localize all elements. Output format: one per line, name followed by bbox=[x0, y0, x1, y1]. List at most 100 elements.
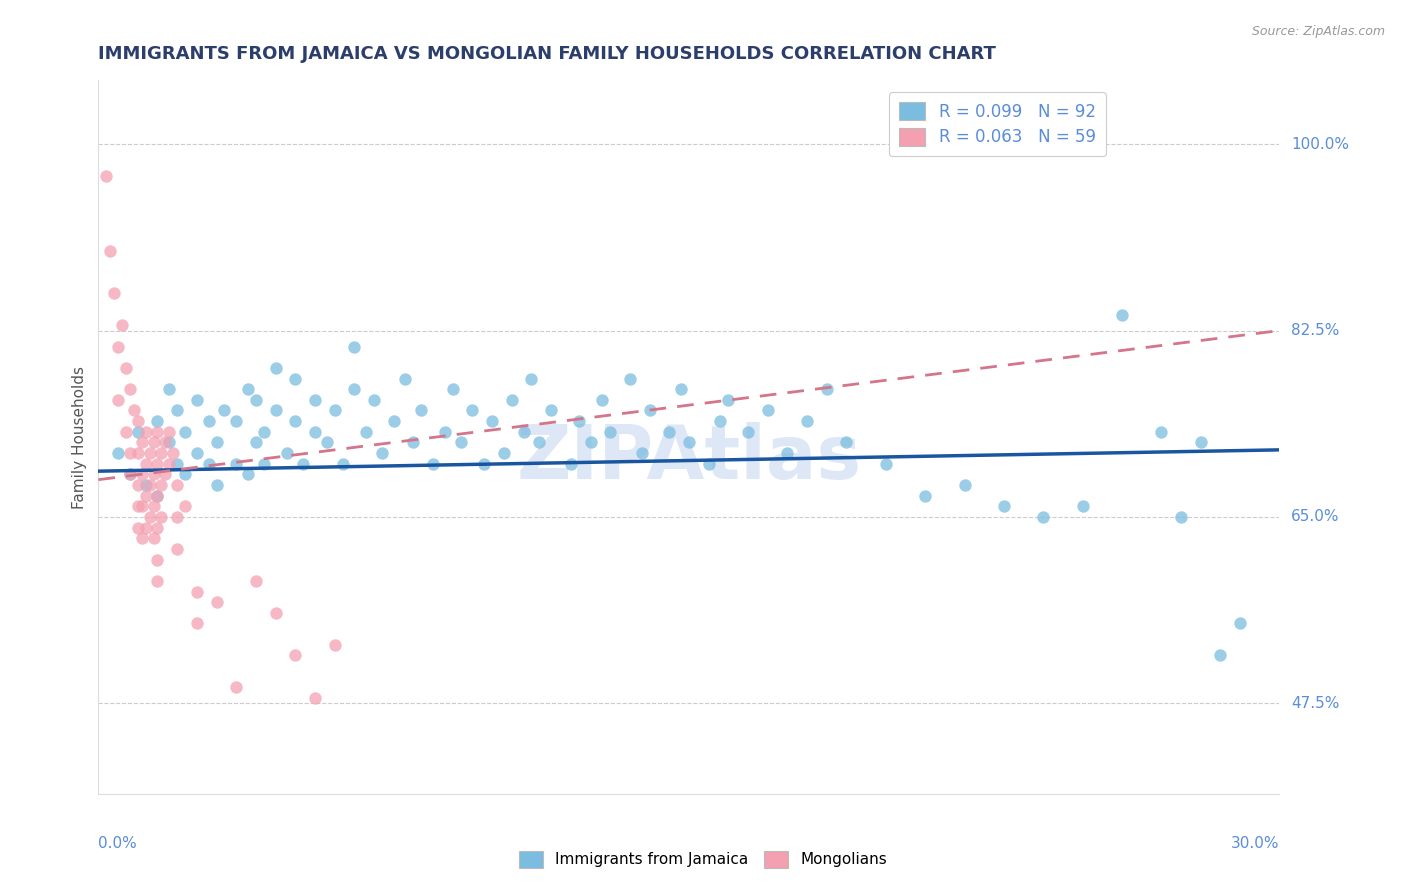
Point bbox=[264, 606, 287, 620]
Point bbox=[166, 457, 188, 471]
Point bbox=[472, 457, 495, 471]
Point bbox=[127, 425, 149, 439]
Point bbox=[284, 648, 307, 663]
Point bbox=[157, 457, 180, 471]
Point bbox=[135, 489, 157, 503]
Text: Source: ZipAtlas.com: Source: ZipAtlas.com bbox=[1251, 25, 1385, 38]
Point bbox=[118, 467, 141, 482]
Point bbox=[737, 425, 759, 439]
Point bbox=[131, 435, 153, 450]
Point bbox=[1189, 435, 1212, 450]
Point bbox=[1170, 510, 1192, 524]
Point bbox=[914, 489, 936, 503]
Point bbox=[174, 425, 197, 439]
Point bbox=[96, 169, 118, 183]
Point bbox=[678, 435, 700, 450]
Point bbox=[166, 541, 188, 556]
Point bbox=[225, 681, 247, 695]
Point bbox=[127, 414, 149, 428]
Point bbox=[461, 403, 484, 417]
Text: 0.0%: 0.0% bbox=[98, 837, 138, 852]
Point bbox=[709, 414, 731, 428]
Point bbox=[127, 446, 149, 460]
Point bbox=[103, 286, 125, 301]
Point bbox=[225, 414, 247, 428]
Point bbox=[174, 500, 197, 514]
Point bbox=[875, 457, 897, 471]
Point bbox=[118, 467, 141, 482]
Point bbox=[186, 584, 208, 599]
Point bbox=[441, 382, 464, 396]
Point bbox=[520, 371, 543, 385]
Point bbox=[162, 446, 184, 460]
Point bbox=[186, 446, 208, 460]
Point bbox=[118, 382, 141, 396]
Point bbox=[619, 371, 641, 385]
Point bbox=[371, 446, 394, 460]
Point bbox=[98, 244, 121, 258]
Point bbox=[166, 510, 188, 524]
Point bbox=[402, 435, 425, 450]
Point bbox=[186, 616, 208, 631]
Point bbox=[276, 446, 298, 460]
Point bbox=[394, 371, 416, 385]
Point bbox=[343, 340, 366, 354]
Text: 47.5%: 47.5% bbox=[1291, 696, 1340, 711]
Point bbox=[142, 435, 165, 450]
Point bbox=[450, 435, 472, 450]
Point bbox=[1150, 425, 1173, 439]
Point bbox=[146, 552, 169, 566]
Point bbox=[150, 478, 173, 492]
Point bbox=[138, 510, 160, 524]
Point bbox=[323, 403, 346, 417]
Point bbox=[236, 382, 259, 396]
Point bbox=[284, 414, 307, 428]
Point bbox=[146, 574, 169, 588]
Point bbox=[146, 425, 169, 439]
Point bbox=[107, 340, 129, 354]
Point bbox=[292, 457, 315, 471]
Point bbox=[253, 425, 276, 439]
Point bbox=[146, 520, 169, 534]
Point bbox=[186, 392, 208, 407]
Point bbox=[363, 392, 385, 407]
Point bbox=[835, 435, 858, 450]
Point bbox=[157, 425, 180, 439]
Point bbox=[146, 489, 169, 503]
Point bbox=[638, 403, 661, 417]
Point bbox=[197, 457, 219, 471]
Point bbox=[157, 382, 180, 396]
Point bbox=[142, 500, 165, 514]
Point bbox=[146, 489, 169, 503]
Point bbox=[568, 414, 591, 428]
Point bbox=[501, 392, 523, 407]
Text: 100.0%: 100.0% bbox=[1291, 136, 1350, 152]
Point bbox=[717, 392, 740, 407]
Point bbox=[776, 446, 799, 460]
Point bbox=[127, 478, 149, 492]
Point bbox=[245, 435, 267, 450]
Point bbox=[953, 478, 976, 492]
Point bbox=[1209, 648, 1232, 663]
Point bbox=[107, 446, 129, 460]
Point bbox=[245, 574, 267, 588]
Point bbox=[166, 478, 188, 492]
Text: ZIPAtlas: ZIPAtlas bbox=[516, 422, 862, 495]
Point bbox=[323, 638, 346, 652]
Point bbox=[127, 500, 149, 514]
Point bbox=[138, 478, 160, 492]
Point bbox=[115, 425, 138, 439]
Point bbox=[529, 435, 551, 450]
Text: 82.5%: 82.5% bbox=[1291, 323, 1340, 338]
Point bbox=[157, 435, 180, 450]
Point bbox=[492, 446, 515, 460]
Point bbox=[253, 457, 276, 471]
Point bbox=[697, 457, 720, 471]
Point bbox=[796, 414, 818, 428]
Point bbox=[1229, 616, 1251, 631]
Point bbox=[146, 414, 169, 428]
Point bbox=[150, 510, 173, 524]
Point bbox=[155, 467, 177, 482]
Point bbox=[155, 435, 177, 450]
Y-axis label: Family Households: Family Households bbox=[72, 366, 87, 508]
